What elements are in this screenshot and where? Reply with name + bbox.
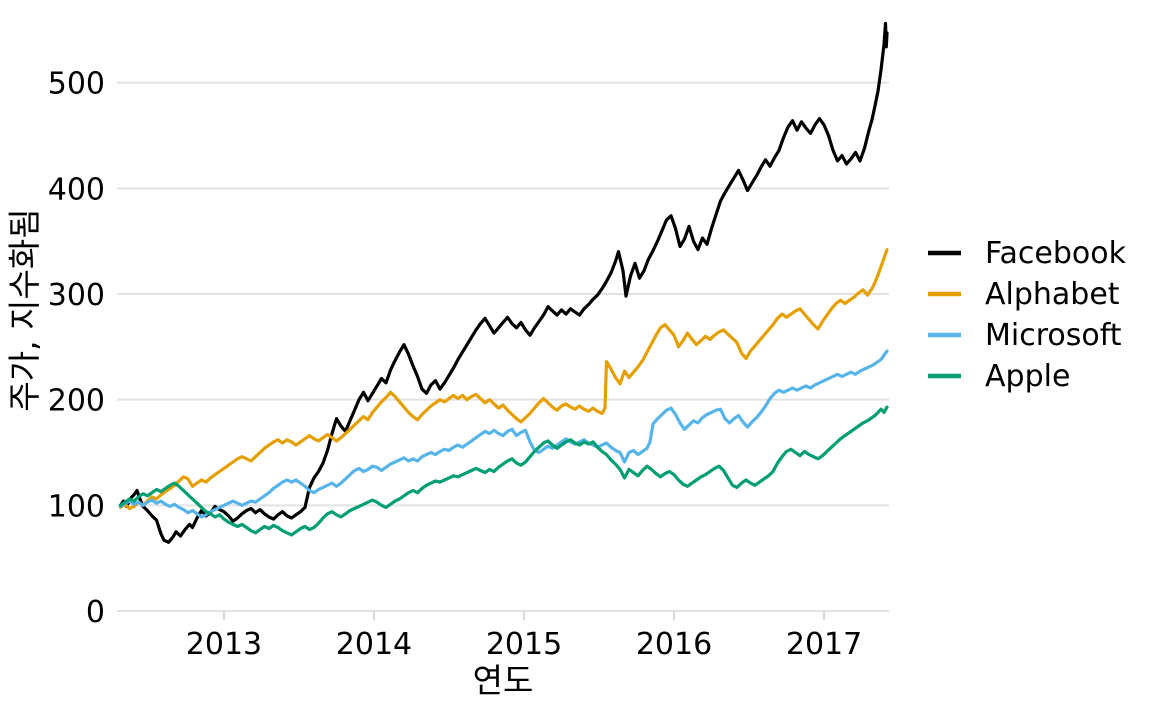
series-lines [118,21,889,544]
x-axis-title: 연도 [473,661,534,700]
x-tick-label-2015: 2015 [486,627,562,662]
y-tick-label-500: 500 [48,67,105,102]
y-tick-label-300: 300 [48,278,105,313]
legend-label-microsoft: Microsoft [985,318,1122,353]
y-tick-labels: 0 100 200 300 400 500 [48,67,105,630]
x-tick-labels: 2013 2014 2015 2016 2017 [186,627,862,662]
series-line-apple [118,405,889,537]
series-line-facebook [118,21,889,544]
y-axis-title: 주가, 지수화됨 [5,208,44,411]
y-tick-label-400: 400 [48,172,105,207]
legend: Facebook Alphabet Microsoft Apple [928,236,1127,394]
y-tick-label-0: 0 [86,595,105,630]
y-tick-label-100: 100 [48,489,105,524]
legend-label-apple: Apple [985,359,1070,394]
series-line-alphabet [118,248,889,511]
x-tick-label-2017: 2017 [786,627,862,662]
x-tick-label-2014: 2014 [336,627,412,662]
y-tick-label-200: 200 [48,384,105,419]
x-axis-ticks [222,611,826,620]
x-tick-label-2016: 2016 [636,627,712,662]
series-line-microsoft [118,349,889,519]
legend-label-facebook: Facebook [985,236,1127,271]
x-tick-label-2013: 2013 [186,627,262,662]
legend-label-alphabet: Alphabet [985,277,1120,312]
